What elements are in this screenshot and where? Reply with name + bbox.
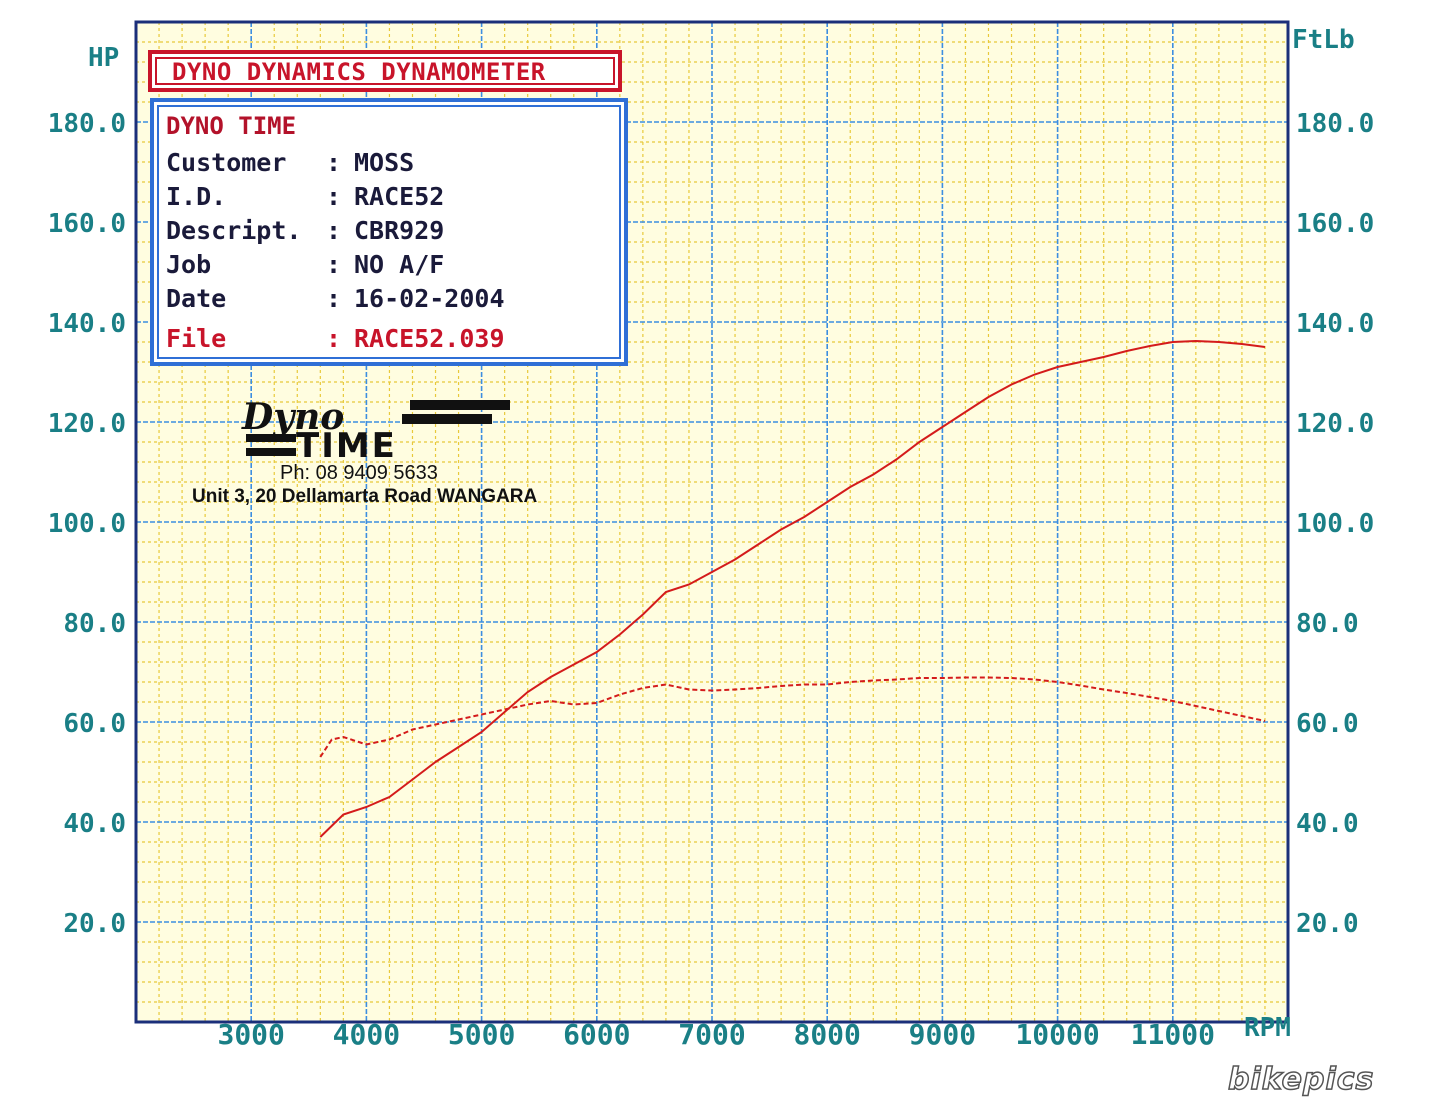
info-value: CBR929	[354, 216, 445, 245]
y-right-tick-label: 180.0	[1296, 109, 1374, 139]
info-row-id: I.D.: RACE52	[166, 182, 445, 211]
watermark: bikepics	[1227, 1061, 1375, 1098]
y-left-tick-label: 180.0	[48, 109, 126, 139]
x-tick-label: 7000	[678, 1018, 745, 1051]
info-value: NO A/F	[354, 250, 445, 279]
torque-curve	[319, 676, 1266, 758]
info-panel: DYNO TIME Customer: MOSS I.D.: RACE52 Desc…	[150, 98, 628, 366]
x-axis-label: RPM	[1244, 1013, 1291, 1043]
x-tick-label: 4000	[333, 1018, 400, 1051]
x-tick-label: 6000	[563, 1018, 630, 1051]
curves	[319, 339, 1266, 838]
x-tick-label: 9000	[909, 1018, 976, 1051]
logo-line1: Dyno	[242, 396, 345, 438]
info-row-date: Date:16-02-2004	[166, 284, 505, 313]
title-box: DYNO DYNAMICS DYNAMOMETER	[148, 50, 622, 92]
y-left-tick-label: 20.0	[63, 909, 126, 939]
info-key: Date	[166, 284, 227, 313]
y-right-tick-label: 40.0	[1296, 809, 1359, 839]
info-heading: DYNO TIME	[166, 112, 297, 140]
info-key: File	[166, 324, 227, 353]
y-right-tick-label: 140.0	[1296, 309, 1374, 339]
power-curve	[319, 339, 1266, 838]
info-key: Job	[166, 250, 212, 279]
y-right-tick-label: 160.0	[1296, 209, 1374, 239]
x-tick-label: 5000	[448, 1018, 515, 1051]
dyno-time-logo: Dyno TIME Ph: 08 9409 5633 Unit 3, 20 De…	[186, 394, 566, 514]
info-row-file: File: RACE52.039	[166, 324, 505, 353]
logo-line2: TIME	[296, 426, 397, 466]
y-right-tick-label: 80.0	[1296, 609, 1359, 639]
info-row-description: Descript.: CBR929	[166, 216, 445, 245]
info-row-job: Job: NO A/F	[166, 250, 445, 279]
y-right-tick-label: 60.0	[1296, 709, 1359, 739]
info-value: 16-02-2004	[354, 284, 505, 313]
x-tick-label: 11000	[1131, 1018, 1215, 1051]
info-value: RACE52.039	[354, 324, 505, 353]
info-key: Descript.	[166, 216, 302, 245]
info-value: MOSS	[354, 148, 415, 177]
y-left-tick-label: 140.0	[48, 309, 126, 339]
y-right-tick-label: 100.0	[1296, 509, 1374, 539]
y-axis-right-label: FtLb	[1292, 25, 1355, 55]
info-key: I.D.	[166, 182, 227, 211]
chart-title: DYNO DYNAMICS DYNAMOMETER	[172, 58, 546, 86]
axis-labels: 3000 4000 5000 6000 7000 8000 9000 10000 11000 18…	[48, 109, 1375, 1051]
x-tick-label: 8000	[793, 1018, 860, 1051]
logo-address: Unit 3, 20 Dellamarta Road WANGARA	[192, 486, 538, 507]
y-axis-left-label: HP	[88, 43, 119, 73]
x-tick-label: 3000	[217, 1018, 284, 1051]
info-key: Customer	[166, 148, 287, 177]
info-row-customer: Customer: MOSS	[166, 148, 415, 177]
y-right-tick-label: 20.0	[1296, 909, 1359, 939]
y-left-tick-label: 60.0	[63, 709, 126, 739]
y-right-tick-label: 120.0	[1296, 409, 1374, 439]
info-value: RACE52	[354, 182, 445, 211]
x-tick-label: 10000	[1015, 1018, 1099, 1051]
y-left-tick-label: 120.0	[48, 409, 126, 439]
y-left-tick-label: 40.0	[63, 809, 126, 839]
y-left-tick-label: 160.0	[48, 209, 126, 239]
y-left-tick-label: 100.0	[48, 509, 126, 539]
logo-phone: Ph: 08 9409 5633	[280, 462, 438, 484]
plot-frame	[134, 20, 1290, 1024]
y-left-tick-label: 80.0	[63, 609, 126, 639]
